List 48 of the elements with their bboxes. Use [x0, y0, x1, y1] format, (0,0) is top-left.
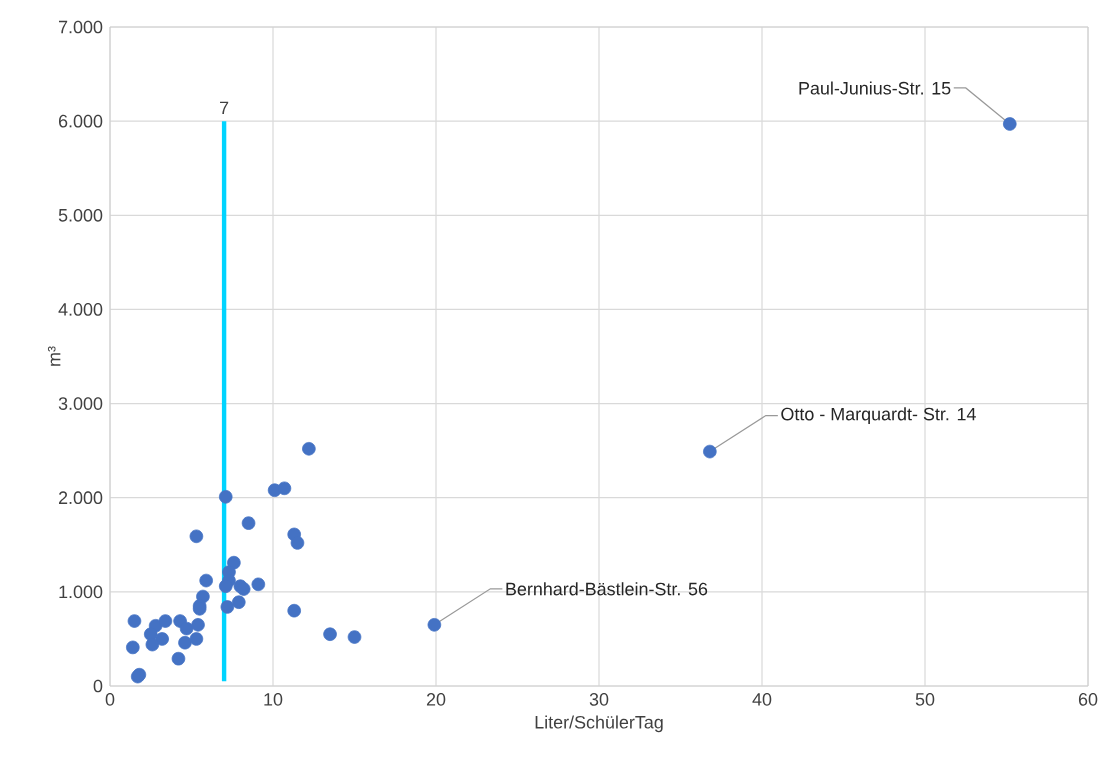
point [290, 536, 305, 550]
annotation: Bernhard-Bästlein-Str. 56 [506, 582, 708, 596]
y-tick-label: 0 [93, 679, 103, 693]
point [232, 595, 246, 609]
y-tick-label: 4.000 [58, 303, 103, 316]
y-tick-label: 2.000 [58, 491, 103, 505]
x-tick-label: 40 [752, 693, 772, 706]
y-tick-label: 1.000 [59, 585, 103, 599]
point [1003, 117, 1017, 131]
point [171, 651, 186, 666]
point [178, 635, 192, 650]
point [218, 490, 233, 504]
y-tick-label: 5.000 [58, 208, 103, 222]
point [347, 630, 362, 644]
x-tick-label: 0 [105, 693, 115, 706]
annotation: Otto - Marquardt- Str. 14 [781, 407, 976, 424]
point [189, 529, 204, 544]
annotation: 7 [220, 101, 229, 115]
point [189, 632, 204, 646]
y-tick-label: 6.000 [58, 114, 103, 128]
point [127, 614, 142, 628]
point [220, 600, 235, 614]
point [218, 579, 233, 593]
x-tick-label: 30 [589, 693, 609, 706]
point [241, 516, 256, 530]
point [191, 618, 205, 632]
point [199, 573, 213, 588]
point [126, 640, 140, 655]
x-tick-label: 10 [264, 693, 283, 706]
point [703, 444, 717, 459]
y-tick-label: 7.000 [58, 20, 103, 34]
point [427, 618, 442, 632]
point [158, 614, 173, 628]
y-axis-title: m³ [47, 346, 61, 366]
x-tick-label: 50 [915, 693, 935, 706]
x-tick-label: 20 [426, 693, 446, 706]
point [277, 481, 292, 496]
point [179, 621, 194, 636]
point [287, 603, 301, 618]
point [323, 627, 337, 641]
x-axis-title: Liter/SchülerTag [535, 715, 663, 733]
x-tick-label: 60 [1078, 693, 1098, 706]
annotation: Paul-Junius-Str. 15 [799, 81, 951, 95]
point [145, 637, 160, 652]
point [251, 577, 266, 592]
point [155, 632, 169, 646]
point [302, 441, 316, 456]
y-tick-label: 3.000 [58, 397, 103, 410]
